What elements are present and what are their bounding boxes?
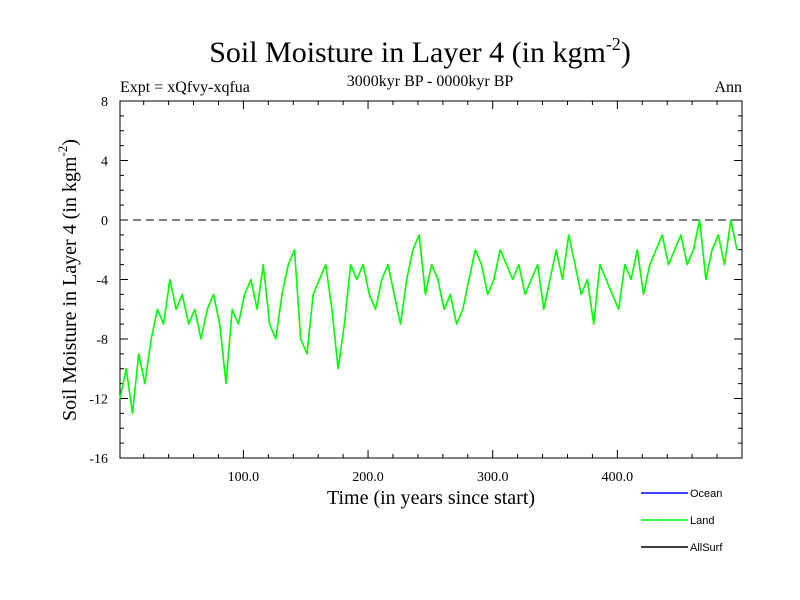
y-tick-label: -12 <box>89 393 108 408</box>
y-axis-label-main: Soil Moisture in Layer 4 (in kgm <box>59 156 81 421</box>
x-tick-label: 300.0 <box>477 470 509 485</box>
chart-subtitle: 3000kyr BP - 0000kyr BP <box>347 73 514 90</box>
y-tick-label: 8 <box>101 95 108 110</box>
y-tick-label: -4 <box>96 274 108 289</box>
plot-frame <box>119 100 743 459</box>
y-tick-label: 4 <box>101 155 108 170</box>
legend-label-land: Land <box>690 515 714 527</box>
x-tick-label: 400.0 <box>602 470 634 485</box>
series-line-land <box>119 219 738 415</box>
chart-title-close: ) <box>621 36 631 69</box>
x-tick-label: 200.0 <box>352 470 384 485</box>
y-tick-label: -16 <box>89 452 108 467</box>
legend: Ocean Land AllSurf <box>641 488 723 554</box>
x-axis: 100.0 200.0 300.0 400.0 <box>143 101 718 485</box>
legend-label-allsurf: AllSurf <box>690 542 723 554</box>
chart-title: Soil Moisture in Layer 4 (in kgm-2) <box>209 34 631 69</box>
x-tick-label: 100.0 <box>228 470 260 485</box>
y-axis-label: Soil Moisture in Layer 4 (in kgm-2) <box>55 139 81 421</box>
y-axis-label-close: ) <box>59 139 81 146</box>
chart-title-main: Soil Moisture in Layer 4 (in kgm <box>209 36 606 69</box>
x-axis-label: Time (in years since start) <box>327 487 535 509</box>
y-tick-label: 0 <box>101 214 108 229</box>
legend-label-ocean: Ocean <box>690 488 722 500</box>
y-tick-label: -8 <box>96 333 108 348</box>
expt-label: Expt = xQfvy-xqfua <box>120 79 250 96</box>
y-axis: -16 -12 -8 -4 0 4 8 <box>89 95 742 467</box>
chart-title-sup: -2 <box>606 34 621 54</box>
season-label: Ann <box>714 79 742 96</box>
y-axis-label-sup: -2 <box>55 146 70 157</box>
